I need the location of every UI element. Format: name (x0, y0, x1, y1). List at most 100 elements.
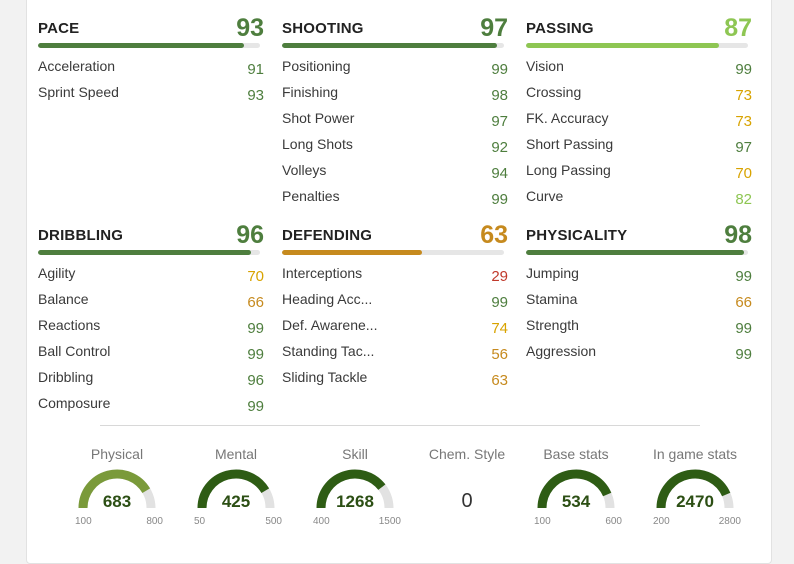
stat-row: Aggression 99 (526, 343, 752, 369)
stat-value: 74 (491, 320, 508, 337)
stat-label: Ball Control (38, 343, 111, 359)
group-value: 93 (236, 14, 264, 42)
stat-row: Acceleration 91 (38, 58, 264, 84)
stat-label: Positioning (282, 58, 351, 74)
stat-value: 93 (247, 87, 264, 104)
group-header: PASSING 87 (526, 14, 752, 48)
gauge-label: Base stats (543, 446, 609, 462)
stat-value: 73 (735, 87, 752, 104)
section-divider (100, 425, 700, 426)
stat-label: Balance (38, 291, 89, 307)
stat-label: Penalties (282, 188, 340, 204)
gauge-arc (316, 469, 394, 509)
gauge-fill (316, 469, 386, 509)
group-name: PASSING (526, 20, 594, 37)
gauge-max: 500 (265, 516, 282, 527)
stat-row: Def. Awarene... 74 (282, 317, 508, 343)
group-header: DRIBBLING 96 (38, 221, 264, 255)
gauge-value: 534 (561, 492, 591, 511)
group-name: SHOOTING (282, 20, 364, 37)
stat-value: 99 (491, 191, 508, 208)
group-header: PHYSICALITY 98 (526, 221, 752, 255)
stat-label: Sprint Speed (38, 84, 119, 100)
stat-rows: Jumping 99 Stamina 66 Strength 99 Aggressio… (526, 265, 752, 369)
stat-group-pace: PACE 93 Acceleration 91 Sprint Speed 93 (38, 14, 264, 104)
group-bar (282, 250, 504, 255)
stat-label: Standing Tac... (282, 343, 375, 359)
gauge-value: 2470 (676, 492, 714, 511)
gauge-max: 2800 (718, 516, 741, 527)
gauge-min: 100 (534, 516, 551, 527)
gauge-value: 1268 (336, 492, 374, 511)
gauge-label: Skill (342, 446, 368, 462)
stat-row: Standing Tac... 56 (282, 343, 508, 369)
stat-label: Crossing (526, 84, 582, 100)
chem-style: Chem. Style 0 (417, 440, 517, 512)
stat-value: 99 (735, 61, 752, 78)
stat-label: Heading Acc... (282, 291, 373, 307)
stat-value: 98 (491, 87, 508, 104)
stat-label: FK. Accuracy (526, 110, 609, 126)
stat-label: Shot Power (282, 110, 355, 126)
chem-style-value: 0 (461, 490, 473, 512)
stat-row: Agility 70 (38, 265, 264, 291)
stat-row: Interceptions 29 (282, 265, 508, 291)
stat-label: Long Shots (282, 136, 353, 152)
group-bar (38, 43, 260, 48)
group-bar (526, 43, 748, 48)
stat-value: 66 (247, 294, 264, 311)
stat-row: Sliding Tackle 63 (282, 369, 508, 395)
stat-label: Def. Awarene... (282, 317, 378, 333)
gauge-min: 200 (653, 516, 670, 527)
group-bar (526, 250, 748, 255)
gauge-label: Physical (90, 446, 144, 462)
gauge-label: Chem. Style (428, 446, 506, 462)
stat-label: Agility (38, 265, 76, 281)
group-header: SHOOTING 97 (282, 14, 508, 48)
stat-group-shooting: SHOOTING 97 Positioning 99 Finishing 98 Sh… (282, 14, 508, 208)
stat-row: Ball Control 99 (38, 343, 264, 369)
stat-value: 99 (491, 294, 508, 311)
gauge-fill (537, 469, 612, 509)
stat-value: 97 (735, 139, 752, 156)
gauge-fill (78, 469, 151, 509)
group-bar-fill (526, 43, 720, 48)
stat-row: Vision 99 (526, 58, 752, 84)
stat-row: Jumping 99 (526, 265, 752, 291)
group-bar-fill (282, 43, 498, 48)
stat-label: Short Passing (526, 136, 614, 152)
stat-row: Curve 82 (526, 188, 752, 214)
stat-row: Strength 99 (526, 317, 752, 343)
stat-label: Vision (526, 58, 564, 74)
group-bar-fill (526, 250, 744, 255)
stat-rows: Agility 70 Balance 66 Reactions 99 Ball Con… (38, 265, 264, 421)
stat-rows: Vision 99 Crossing 73 FK. Accuracy 73 Short… (526, 58, 752, 214)
stat-label: Reactions (38, 317, 101, 333)
stat-label: Strength (526, 317, 579, 333)
stat-value: 99 (735, 268, 752, 285)
gauge-label: In game stats (652, 446, 738, 462)
stat-value: 66 (735, 294, 752, 311)
stat-row: Balance 66 (38, 291, 264, 317)
stat-label: Curve (526, 188, 564, 204)
group-value: 63 (480, 221, 508, 249)
stat-row: Reactions 99 (38, 317, 264, 343)
stat-row: Finishing 98 (282, 84, 508, 110)
stat-value: 99 (247, 398, 264, 415)
stat-value: 99 (735, 320, 752, 337)
group-bar (282, 43, 504, 48)
gauge-in-game-stats: In game stats 2470 200 2800 (645, 440, 745, 527)
stat-group-dribbling: DRIBBLING 96 Agility 70 Balance 66 Reactio… (38, 221, 264, 415)
stat-row: Positioning 99 (282, 58, 508, 84)
gauge-fill (197, 469, 270, 509)
gauge-max: 1500 (378, 516, 401, 527)
stat-row: Heading Acc... 99 (282, 291, 508, 317)
stat-row: Penalties 99 (282, 188, 508, 214)
stat-label: Stamina (526, 291, 578, 307)
gauge-base-stats: Base stats 534 100 600 (526, 440, 626, 527)
stat-label: Composure (38, 395, 111, 411)
stat-row: Dribbling 96 (38, 369, 264, 395)
group-name: PHYSICALITY (526, 227, 628, 244)
stat-row: Stamina 66 (526, 291, 752, 317)
group-value: 97 (480, 14, 508, 42)
